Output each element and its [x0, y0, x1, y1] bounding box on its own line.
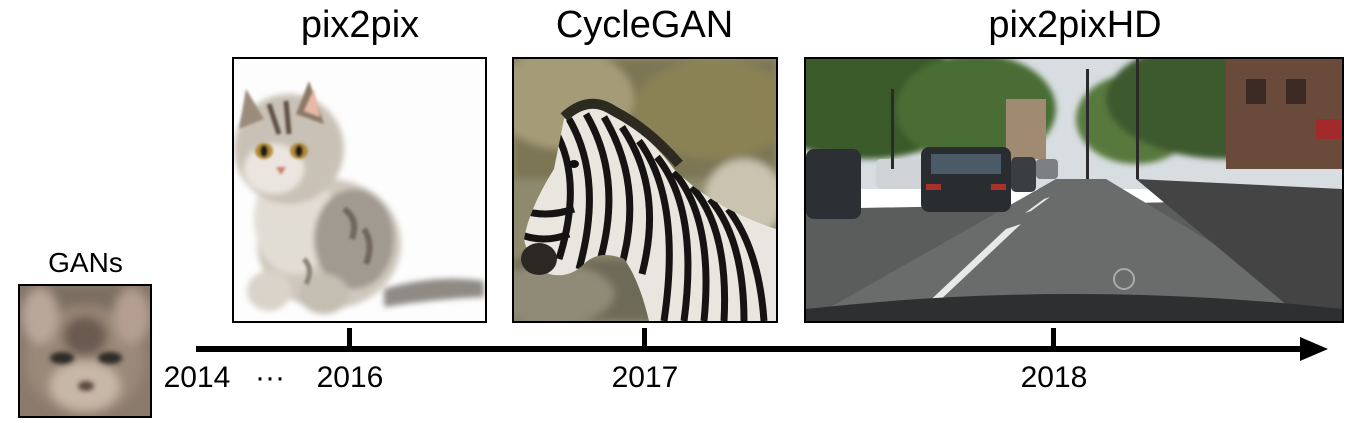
year-2016: 2016 — [316, 361, 384, 394]
tick-2016 — [347, 328, 352, 348]
pix2pixhd-image — [804, 57, 1344, 323]
title-gans: GANs — [48, 247, 123, 278]
pix2pix-image — [232, 57, 487, 323]
cyclegan-image — [512, 57, 778, 323]
timeline-axis — [196, 346, 1306, 352]
tick-2017 — [642, 328, 647, 348]
year-2017: 2017 — [611, 361, 679, 394]
timeline-arrowhead — [1300, 337, 1328, 361]
year-2014: 2014 — [163, 361, 231, 394]
title-pix2pixhd: pix2pixHD — [988, 4, 1162, 46]
tick-2018 — [1051, 328, 1056, 348]
ellipsis: ··· — [255, 361, 285, 394]
year-2018: 2018 — [1020, 361, 1088, 394]
title-cyclegan: CycleGAN — [555, 4, 734, 46]
title-pix2pix: pix2pix — [300, 4, 420, 46]
gans-image — [18, 284, 152, 418]
